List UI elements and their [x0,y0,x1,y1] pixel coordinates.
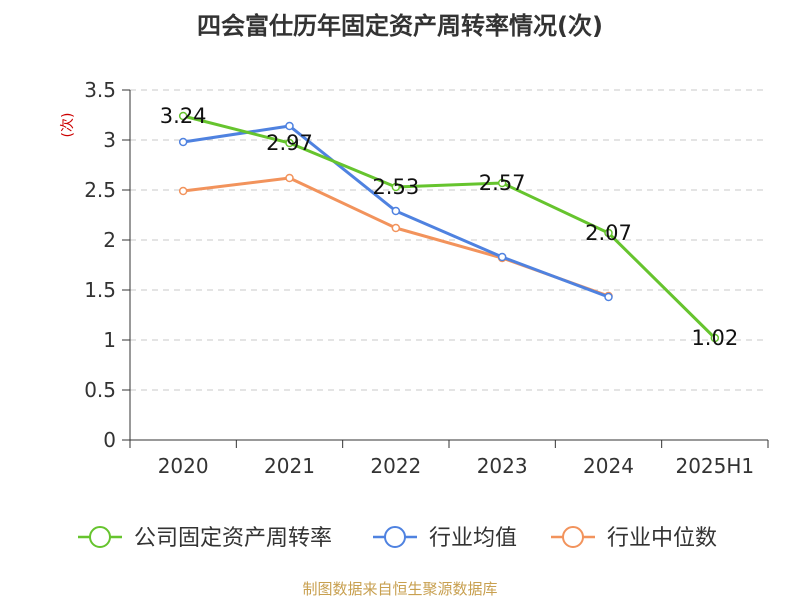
chart-title: 四会富仕历年固定资产周转率情况(次) [197,12,603,40]
x-tick-label: 2025H1 [675,454,754,478]
data-point [391,182,401,192]
legend-label: 行业中位数 [607,526,717,551]
legend-label: 行业均值 [429,526,517,551]
y-tick-label: 3 [103,128,116,152]
legend-swatch-marker [384,526,406,548]
data-label: 1.02 [691,326,738,350]
data-label: 2.57 [479,171,526,195]
data-point [178,137,188,147]
data-label: 3.24 [160,104,207,128]
y-tick-label: 3.5 [84,78,116,102]
data-point [391,206,401,216]
data-point [497,178,507,188]
x-tick-label: 2024 [583,454,634,478]
data-label: 2.97 [266,131,313,155]
y-tick-label: 1 [103,328,116,352]
x-tick-label: 2021 [264,454,315,478]
data-point [497,252,507,262]
source-note: 制图数据来自恒生聚源数据库 [302,580,498,598]
y-tick-label: 2.5 [84,178,116,202]
legend-swatch-marker [89,526,111,548]
x-tick-label: 2022 [370,454,421,478]
y-tick-label: 0 [103,428,116,452]
y-tick-label: 0.5 [84,378,116,402]
x-tick-label: 2023 [477,454,528,478]
legend-label: 公司固定资产周转率 [134,526,332,551]
data-point [285,138,294,148]
legend-swatch-marker [562,526,584,548]
x-tick-label: 2020 [158,454,209,478]
data-label: 2.53 [372,175,419,199]
data-point [391,223,401,233]
data-point [604,292,613,302]
data-label: 2.07 [585,221,632,245]
y-axis-label: (次) [60,113,76,138]
y-tick-label: 1.5 [84,278,116,302]
y-tick-label: 2 [103,228,116,252]
series-line [182,114,716,340]
data-point [178,186,188,196]
data-point [178,111,188,121]
data-point [285,173,294,183]
data-point [710,333,720,343]
data-point [285,121,294,131]
data-point [604,228,613,238]
